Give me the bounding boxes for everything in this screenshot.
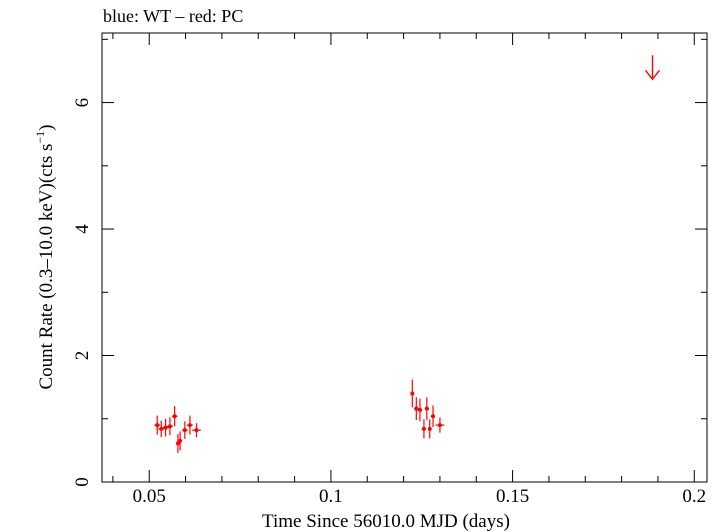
upper-limit-head — [644, 69, 661, 81]
data-point — [187, 415, 193, 435]
data-point — [175, 433, 180, 453]
data-marker — [172, 414, 177, 419]
data-point — [162, 418, 169, 437]
y-axis-title: Count Rate (0.3–10.0 keV)(cts s−1) — [33, 124, 57, 389]
data-point — [158, 420, 165, 438]
x-tick-label: 0.15 — [496, 486, 529, 507]
data-point — [181, 421, 188, 439]
data-marker — [437, 423, 442, 428]
x-tick-label: 0.1 — [319, 486, 343, 507]
data-point — [154, 415, 161, 435]
data-marker — [421, 426, 426, 431]
data-point — [192, 423, 201, 438]
data-points — [154, 55, 661, 453]
tick-labels: 0.05 0.1 0.15 0.2 0 2 4 6 — [72, 98, 706, 507]
data-point — [178, 431, 183, 451]
data-marker — [427, 426, 432, 431]
data-marker — [187, 423, 192, 428]
data-marker — [182, 428, 187, 433]
y-axis-title-close: ) — [36, 124, 57, 130]
data-marker — [178, 438, 183, 443]
data-point — [435, 417, 445, 433]
data-marker — [163, 425, 168, 430]
y-axis-title-main: Count Rate (0.3–10.0 keV)(cts s — [36, 144, 57, 390]
data-marker — [155, 423, 160, 428]
upper-limit-arrow — [644, 55, 661, 81]
data-point — [167, 417, 173, 436]
plot-frame — [101, 32, 708, 483]
data-point — [417, 398, 423, 422]
y-tick-label: 4 — [72, 224, 93, 234]
x-axis-title: Time Since 56010.0 MJD (days) — [262, 511, 510, 532]
data-marker — [159, 426, 164, 431]
data-point — [424, 397, 430, 421]
data-point — [414, 397, 419, 421]
data-point — [421, 419, 427, 439]
x-tick-label: 0.2 — [682, 486, 706, 507]
data-point — [171, 406, 178, 427]
data-marker — [424, 406, 429, 411]
data-marker — [194, 428, 199, 433]
y-axis-title-exponent: −1 — [33, 131, 47, 144]
data-point — [410, 379, 415, 408]
data-marker — [167, 424, 172, 429]
data-marker — [410, 391, 415, 396]
data-marker — [431, 414, 436, 419]
axis-ticks — [102, 33, 707, 483]
data-point — [427, 419, 432, 439]
data-point — [430, 405, 436, 427]
chart-title: blue: WT – red: PC — [103, 6, 243, 26]
y-tick-label: 0 — [72, 477, 93, 487]
y-tick-label: 2 — [72, 351, 93, 361]
data-marker — [417, 407, 422, 412]
data-marker — [414, 406, 419, 411]
y-tick-label: 6 — [72, 98, 93, 108]
x-tick-label: 0.05 — [133, 486, 166, 507]
